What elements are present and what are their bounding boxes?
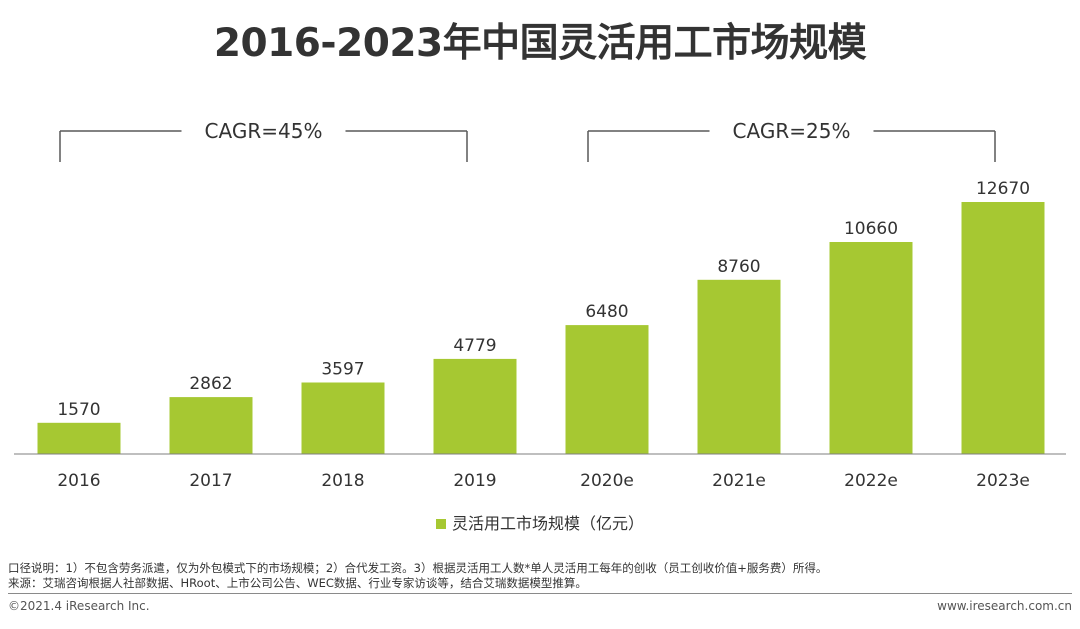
cagr-bracket-2: CAGR=25% [587, 119, 996, 162]
data-label-2019: 4779 [453, 336, 496, 356]
data-label-2017: 2862 [189, 374, 232, 394]
x-tick-label-2017: 2017 [189, 471, 232, 491]
x-tick-label-2022e: 2022e [844, 471, 898, 491]
data-label-2021e: 8760 [717, 257, 760, 277]
website-text: www.iresearch.com.cn [937, 599, 1072, 613]
bar-2016 [37, 422, 121, 454]
legend-label: 灵活用工市场规模（亿元） [451, 514, 644, 533]
source-note: 来源：艾瑞咨询根据人社部数据、HRoot、上市公司公告、WEC数据、行业专家访谈… [8, 576, 587, 590]
data-labels: 1570 2862 3597 4779 6480 8760 10660 12670 [57, 179, 1030, 420]
bar-2021e [697, 279, 781, 454]
x-tick-label-2019: 2019 [453, 471, 496, 491]
x-tick-label-2016: 2016 [57, 471, 100, 491]
data-label-2023e: 12670 [976, 179, 1030, 199]
copyright-text: ©2021.4 iResearch Inc. [8, 599, 150, 613]
cagr-brackets: CAGR=45% CAGR=25% [59, 119, 996, 162]
data-label-2020e: 6480 [585, 302, 628, 322]
x-tick-label-2023e: 2023e [976, 471, 1030, 491]
cagr-label-1: CAGR=45% [205, 119, 323, 143]
x-tick-label-2021e: 2021e [712, 471, 766, 491]
x-tick-label-2018: 2018 [321, 471, 364, 491]
methodology-note: 口径说明：1）不包含劳务派遣，仅为外包模式下的市场规模；2）合代发工资。3）根据… [8, 561, 828, 575]
bar-2020e [565, 325, 649, 454]
footer-divider [8, 593, 1072, 594]
bar-2017 [169, 397, 253, 454]
cagr-label-2: CAGR=25% [733, 119, 851, 143]
data-label-2018: 3597 [321, 360, 364, 380]
x-tick-labels: 2016 2017 2018 2019 2020e 2021e 2022e 2023e [57, 471, 1030, 491]
legend: 灵活用工市场规模（亿元） [0, 510, 1080, 534]
bar-2022e [829, 242, 913, 454]
bar-2019 [433, 358, 517, 454]
x-tick-label-2020e: 2020e [580, 471, 634, 491]
data-label-2016: 1570 [57, 400, 100, 420]
chart-title: 2016-2023年中国灵活用工市场规模 [213, 21, 867, 66]
bars [37, 202, 1045, 454]
bar-2023e [961, 202, 1045, 454]
legend-swatch [435, 519, 446, 529]
cagr-bracket-1: CAGR=45% [59, 119, 468, 162]
bar-2018 [301, 382, 385, 454]
data-label-2022e: 10660 [844, 219, 898, 239]
